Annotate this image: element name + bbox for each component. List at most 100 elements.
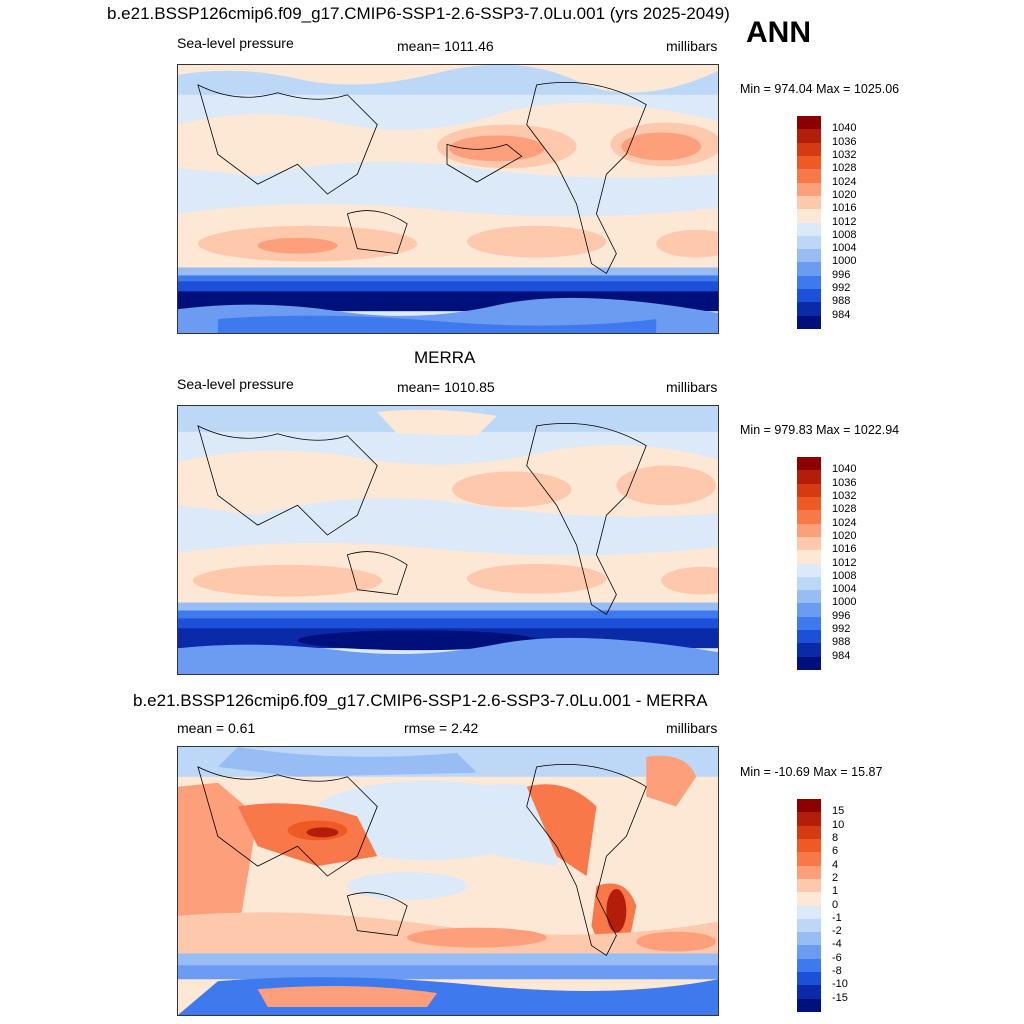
- colorbar-swatch: [797, 945, 821, 959]
- colorbar-tick-label: 1000: [832, 255, 857, 268]
- colorbar-tick-label: 1024: [832, 516, 857, 529]
- colorbar-tick-label: 1012: [832, 556, 857, 569]
- colorbar-swatch: [797, 918, 821, 933]
- panel2-map: [177, 405, 719, 675]
- panel3-map: [177, 746, 719, 1016]
- panel1-minmax-label: Min = 974.04 Max = 1025.06: [740, 82, 900, 96]
- colorbar-tick-label: 1020: [832, 188, 857, 201]
- panel3-rmse-label: rmse = 2.42: [404, 720, 479, 736]
- colorbar-swatch: [797, 142, 821, 156]
- colorbar-swatch: [797, 155, 821, 170]
- colorbar-swatch: [797, 483, 821, 497]
- colorbar-swatch: [797, 195, 821, 210]
- panel3-mean-label: mean = 0.61: [177, 720, 256, 736]
- panel1-map-field: [178, 65, 718, 333]
- colorbar-swatch: [797, 536, 821, 551]
- colorbar-swatch: [797, 643, 821, 657]
- panel3-map-field: [178, 747, 718, 1015]
- colorbar-tick-label: -10: [832, 978, 848, 991]
- colorbar-swatch: [797, 656, 821, 670]
- colorbar-tick-label: -2: [832, 925, 842, 938]
- colorbar-swatch: [797, 249, 821, 263]
- panel1-units-label: millibars: [666, 38, 718, 54]
- colorbar-swatch: [797, 630, 821, 644]
- panel1-variable-label: Sea-level pressure: [177, 35, 294, 51]
- colorbar-swatch: [797, 209, 821, 223]
- colorbar-tick-label: 988: [832, 295, 851, 308]
- colorbar-swatch: [797, 932, 821, 946]
- colorbar-swatch: [797, 985, 821, 999]
- colorbar-tick-label: 1040: [832, 122, 857, 135]
- colorbar-tick-label: 1012: [832, 215, 857, 228]
- colorbar-tick-label: 1036: [832, 135, 857, 148]
- colorbar-swatch: [797, 302, 821, 316]
- colorbar-tick-label: 996: [832, 268, 851, 281]
- panel3-units-label: millibars: [666, 720, 718, 736]
- colorbar-swatch: [797, 169, 821, 183]
- colorbar-swatch: [797, 510, 821, 524]
- colorbar-tick-label: 1032: [832, 148, 857, 161]
- colorbar-swatch: [797, 825, 821, 839]
- colorbar-swatch: [797, 812, 821, 826]
- colorbar-tick-label: 1016: [832, 202, 857, 215]
- colorbar-swatch: [797, 603, 821, 617]
- colorbar-swatch: [797, 878, 821, 893]
- colorbar-swatch: [797, 550, 821, 564]
- colorbar-tick-label: 1028: [832, 162, 857, 175]
- figure-title: b.e21.BSSP126cmip6.f09_g17.CMIP6-SSP1-2.…: [107, 4, 730, 23]
- colorbar-swatch: [797, 892, 821, 906]
- colorbar-swatch: [797, 262, 821, 276]
- colorbar-tick-label: 1004: [832, 242, 857, 255]
- colorbar-swatch: [797, 523, 821, 537]
- panel3-title: b.e21.BSSP126cmip6.f09_g17.CMIP6-SSP1-2.…: [133, 691, 708, 710]
- panel2-title: MERRA: [414, 348, 476, 367]
- colorbar-tick-label: 1024: [832, 175, 857, 188]
- colorbar-swatch: [797, 457, 821, 471]
- colorbar-swatch: [797, 289, 821, 303]
- colorbar-tick-label: 988: [832, 636, 851, 649]
- colorbar-swatch: [797, 576, 821, 591]
- colorbar-tick-label: -1: [832, 911, 842, 924]
- colorbar-tick-label: 1040: [832, 463, 857, 476]
- colorbar-swatch: [797, 972, 821, 986]
- panel2-units-label: millibars: [666, 379, 718, 395]
- colorbar-tick-label: 10: [832, 818, 845, 831]
- colorbar-swatch: [797, 998, 821, 1012]
- colorbar-tick-label: 1000: [832, 596, 857, 609]
- colorbar-tick-label: 2: [832, 871, 839, 884]
- colorbar-swatch: [797, 222, 821, 236]
- colorbar-tick-label: 1032: [832, 489, 857, 502]
- colorbar-tick-label: 0: [832, 898, 839, 911]
- colorbar-swatch: [797, 958, 821, 973]
- colorbar-tick-label: 1016: [832, 543, 857, 556]
- colorbar-swatch: [797, 590, 821, 604]
- colorbar-tick-label: 6: [832, 845, 839, 858]
- colorbar-tick-label: 1028: [832, 503, 857, 516]
- colorbar-swatch: [797, 905, 821, 919]
- colorbar-tick-label: 4: [832, 858, 839, 871]
- colorbar-swatch: [797, 235, 821, 250]
- panel2-variable-label: Sea-level pressure: [177, 376, 294, 392]
- panel2-map-field: [178, 406, 718, 674]
- panel2-mean-label: mean= 1010.85: [397, 379, 495, 395]
- colorbar-swatch: [797, 129, 821, 143]
- colorbar-swatch: [797, 275, 821, 290]
- colorbar-tick-label: 1008: [832, 569, 857, 582]
- colorbar-tick-label: 992: [832, 623, 851, 636]
- colorbar-tick-label: -15: [832, 991, 848, 1004]
- colorbar-tick-label: -8: [832, 965, 842, 978]
- colorbar-swatch: [797, 116, 821, 130]
- colorbar-swatch: [797, 838, 821, 853]
- colorbar-tick-label: 1: [832, 885, 839, 898]
- panel2-minmax-label: Min = 979.83 Max = 1022.94: [740, 423, 900, 437]
- colorbar-swatch: [797, 616, 821, 631]
- colorbar-tick-label: 992: [832, 282, 851, 295]
- panel3-minmax-label: Min = -10.69 Max = 15.87: [740, 765, 883, 779]
- panel1-map: [177, 64, 719, 334]
- colorbar-swatch: [797, 182, 821, 196]
- colorbar-tick-label: 1036: [832, 476, 857, 489]
- colorbar-tick-label: 15: [832, 805, 845, 818]
- colorbar-swatch: [797, 865, 821, 879]
- colorbar-tick-label: -6: [832, 951, 842, 964]
- colorbar-swatch: [797, 799, 821, 813]
